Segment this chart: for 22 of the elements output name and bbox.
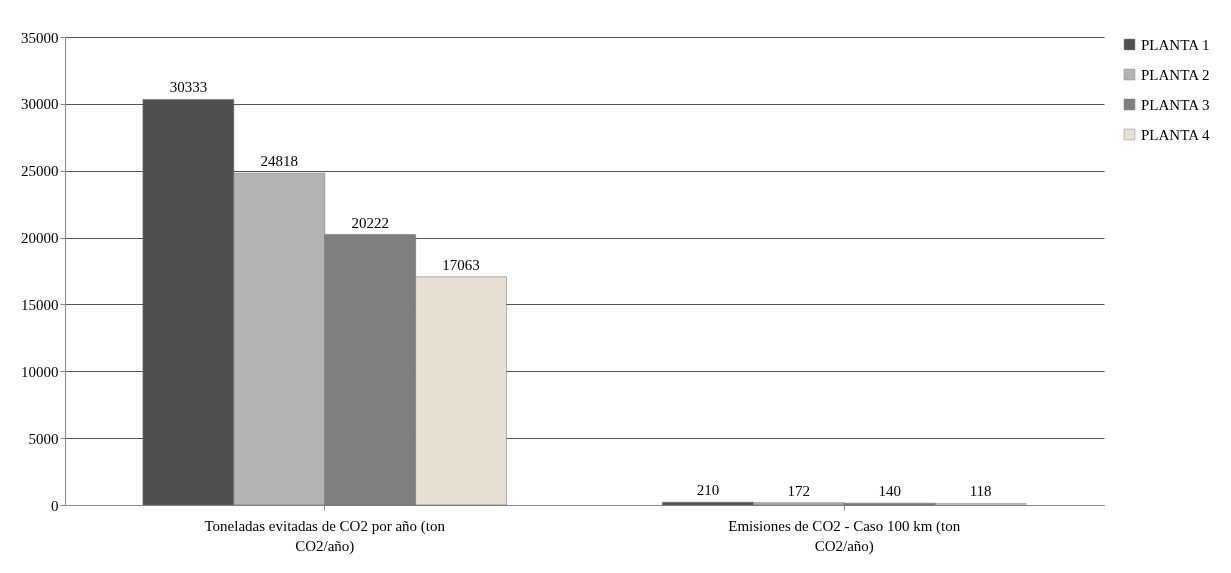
data-label: 118 (969, 483, 992, 500)
data-label: 172 (787, 482, 811, 499)
y-tick-label: 5000 (28, 430, 59, 447)
legend-label: PLANTA 2 (1141, 66, 1210, 83)
data-label: 140 (878, 483, 901, 500)
x-tick-label: Toneladas evitadas de CO2 por año (ton CO2/año) (204, 517, 446, 555)
y-tick-label: 10000 (21, 363, 59, 380)
data-label: 210 (696, 482, 720, 499)
y-tick-label: 15000 (21, 296, 59, 313)
y-tick-label: 30000 (21, 96, 59, 113)
y-tick-label: 0 (51, 497, 59, 514)
data-label: 17063 (442, 256, 480, 273)
legend-label: PLANTA 4 (1141, 126, 1210, 143)
data-label: 30333 (169, 79, 208, 96)
data-label: 24818 (260, 153, 299, 170)
y-tick-label: 35000 (21, 29, 59, 46)
y-tick-label: 20000 (21, 230, 59, 247)
y-tick-label: 25000 (21, 163, 59, 180)
x-tick-label: Emisiones de CO2 - Caso 100 km (ton CO2/año) (728, 517, 961, 555)
legend-label: PLANTA 1 (1141, 36, 1210, 53)
legend-label: PLANTA 3 (1141, 96, 1210, 113)
data-label: 20222 (351, 214, 389, 231)
